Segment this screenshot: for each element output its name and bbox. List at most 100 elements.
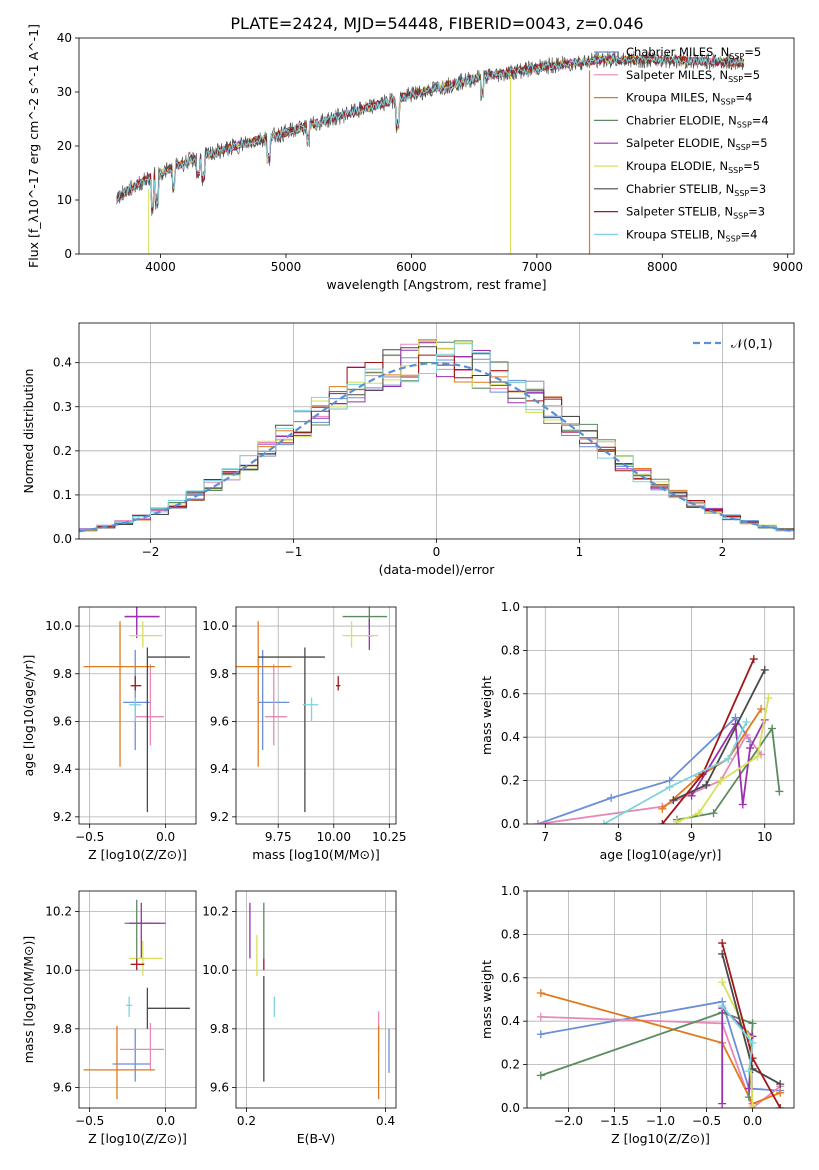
mass-weight-marker bbox=[738, 800, 747, 809]
x-tick-label: 4000 bbox=[145, 260, 176, 274]
mass-weight-marker bbox=[718, 939, 727, 948]
x-tick-label: 10.25 bbox=[372, 830, 406, 844]
y-tick-label: 10.0 bbox=[202, 619, 229, 633]
mass-weight-marker bbox=[665, 783, 674, 792]
y-tick-label: 0.6 bbox=[501, 971, 520, 985]
x-tick-label: 2 bbox=[719, 545, 727, 559]
mass-weight-marker bbox=[718, 978, 727, 987]
x-tick-label: −0.5 bbox=[75, 1114, 104, 1128]
x-tick-label: 8000 bbox=[647, 260, 678, 274]
mass-weight-marker bbox=[533, 820, 542, 824]
y-tick-label: 0.6 bbox=[501, 687, 520, 701]
x-tick-label: 0 bbox=[433, 545, 441, 559]
plot-area-age_vs_mass bbox=[236, 607, 396, 824]
y-tick-label: 9.6 bbox=[53, 1080, 72, 1094]
mass-weight-marker bbox=[694, 809, 703, 818]
panel-mass_weight_vs_age: 7 8 9 10 0.0 0.2 0.4 0.6 0.8 1.0 age [log10(age/yr… bbox=[479, 600, 795, 862]
y-tick-label: 9.6 bbox=[210, 1080, 229, 1094]
mass-weight-marker bbox=[749, 655, 758, 664]
x-tick-label: −1 bbox=[285, 545, 303, 559]
x-tick-label: 8 bbox=[615, 830, 623, 844]
y-tick-label: 9.8 bbox=[53, 1022, 72, 1036]
x-axis-label: E(B-V) bbox=[297, 1131, 336, 1146]
spectrum-legend: Chabrier MILES, NSSP=5 Salpeter MILES, NS… bbox=[594, 45, 769, 243]
x-tick-label: 6000 bbox=[396, 260, 427, 274]
legend-label: 𝒩(0,1) bbox=[731, 336, 773, 351]
mass-weight-marker bbox=[775, 787, 784, 796]
mass-weight-line bbox=[537, 716, 751, 824]
y-tick-label: 0.0 bbox=[501, 1101, 520, 1115]
axes-frame bbox=[78, 890, 197, 1109]
mass-weight-marker bbox=[776, 1104, 785, 1108]
mass-weight-marker bbox=[748, 1101, 757, 1108]
x-tick-label: 9.75 bbox=[265, 830, 292, 844]
y-tick-label: 9.8 bbox=[210, 667, 229, 681]
mass-weight-marker bbox=[753, 752, 762, 761]
mass-weight-marker bbox=[757, 704, 766, 713]
mass-weight-line bbox=[676, 726, 781, 821]
axes-frame bbox=[78, 37, 795, 255]
x-tick-label: 0.2 bbox=[237, 1114, 256, 1128]
mass-weight-marker bbox=[536, 1030, 545, 1039]
x-tick-label: 0.0 bbox=[156, 1114, 175, 1128]
mass-weight-marker bbox=[748, 1038, 757, 1047]
legend-label: Chabrier MILES, NSSP=5 bbox=[626, 45, 761, 61]
figure-title: PLATE=2424, MJD=54448, FIBERID=0043, z=0… bbox=[230, 14, 643, 33]
axes-frame bbox=[526, 606, 795, 825]
y-tick-label: 9.6 bbox=[210, 714, 229, 728]
y-tick-label: 9.2 bbox=[53, 810, 72, 824]
x-axis-label: wavelength [Angstrom, rest frame] bbox=[326, 277, 546, 292]
y-tick-label: 10.2 bbox=[202, 905, 229, 919]
plot-area-mass_vs_Z bbox=[79, 891, 196, 1108]
y-tick-label: 1.0 bbox=[501, 600, 520, 614]
normal-reference-curve bbox=[79, 361, 794, 533]
y-tick-label: 0.0 bbox=[501, 817, 520, 831]
mass-weight-line bbox=[540, 1011, 754, 1098]
axes-frame bbox=[78, 322, 795, 540]
legend-label: Salpeter STELIB, NSSP=3 bbox=[626, 205, 765, 221]
y-tick-label: 9.4 bbox=[53, 762, 72, 776]
axes-frame bbox=[78, 606, 197, 825]
y-tick-label: 9.4 bbox=[210, 762, 229, 776]
mass-weight-marker bbox=[746, 744, 755, 753]
y-tick-label: 0.4 bbox=[501, 730, 520, 744]
y-tick-label: 10.2 bbox=[45, 905, 72, 919]
plot-area-spectrum bbox=[116, 50, 745, 254]
mass-weight-marker bbox=[742, 718, 751, 727]
panel-mass_vs_Z: −0.5 0.0 9.6 9.8 10.0 10.2 Z [log10(Z/Z⊙)] mass… bbox=[21, 890, 197, 1146]
y-tick-label: 10.0 bbox=[45, 963, 72, 977]
panel-age_vs_mass: 9.75 10.00 10.25 9.2 9.4 9.6 9.8 10.0 mass [log1… bbox=[202, 606, 407, 862]
mass-weight-line bbox=[661, 708, 762, 810]
mass-weight-marker bbox=[718, 1099, 727, 1108]
legend-label: Kroupa STELIB, NSSP=4 bbox=[626, 227, 757, 243]
y-tick-label: 9.6 bbox=[53, 714, 72, 728]
x-tick-label: 1 bbox=[576, 545, 584, 559]
y-axis-label: mass [log10(M/M⊙)] bbox=[21, 936, 36, 1064]
mass-weight-marker bbox=[716, 776, 725, 785]
mass-weight-marker bbox=[658, 804, 667, 813]
y-axis-label: age [log10(age/yr)] bbox=[21, 655, 36, 777]
spectrum-series-line bbox=[116, 54, 745, 211]
y-tick-label: 9.8 bbox=[210, 1022, 229, 1036]
legend-label: Salpeter ELODIE, NSSP=5 bbox=[626, 136, 768, 152]
panel-mass_weight_vs_Z: −2.0 −1.5 −1.0 −0.5 0.0 0.0 0.2 0.4 0.6 0.8 1.0 Z [… bbox=[479, 884, 795, 1146]
mass-weight-marker bbox=[709, 809, 718, 818]
plot-area-residuals bbox=[79, 323, 794, 539]
mass-weight-marker bbox=[687, 791, 696, 800]
mass-weight-line bbox=[603, 721, 748, 824]
mass-weight-marker bbox=[776, 1080, 785, 1089]
x-axis-label: Z [log10(Z/Z⊙)] bbox=[88, 847, 187, 862]
x-tick-label: 10 bbox=[757, 830, 772, 844]
axes-frame bbox=[526, 890, 795, 1109]
x-axis-label: Z [log10(Z/Z⊙)] bbox=[611, 1131, 710, 1146]
mass-weight-marker bbox=[669, 796, 678, 805]
mass-weight-marker bbox=[764, 694, 773, 703]
plot-area-mass_vs_ebv bbox=[236, 891, 396, 1108]
y-tick-label: 30 bbox=[57, 85, 72, 99]
x-tick-label: −2.0 bbox=[554, 1114, 583, 1128]
legend-label: Kroupa ELODIE, NSSP=5 bbox=[626, 159, 760, 175]
plot-area-mass_weight_vs_age bbox=[527, 607, 794, 824]
mass-weight-line bbox=[540, 992, 781, 1105]
y-tick-label: 0.0 bbox=[53, 532, 72, 546]
x-axis-label: (data-model)/error bbox=[379, 562, 496, 577]
